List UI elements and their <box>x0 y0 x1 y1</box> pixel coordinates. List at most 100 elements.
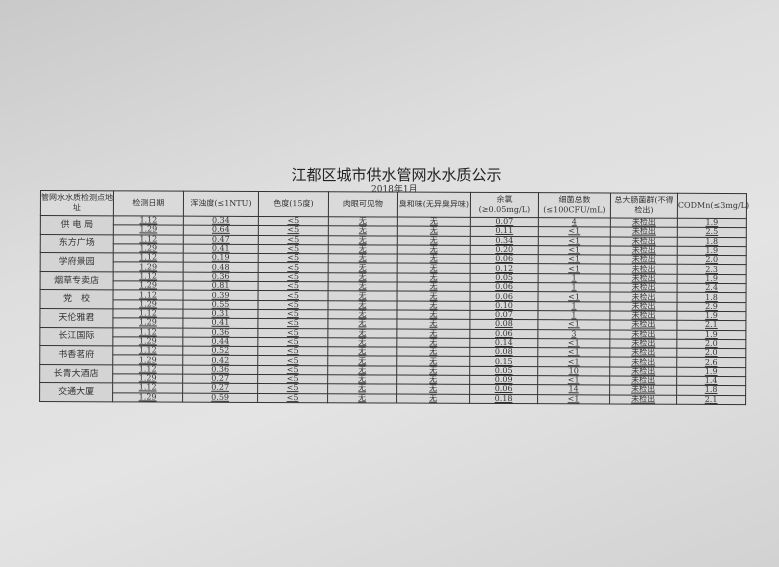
cell-codmn: 2.1 <box>676 395 746 405</box>
cell-visible-matter: 无 <box>328 254 398 264</box>
site-name: 东方广场 <box>40 234 114 254</box>
site-name: 书香茗府 <box>39 345 113 365</box>
cell-visible-matter: 无 <box>328 291 398 301</box>
cell-date: 1.29 <box>112 355 183 365</box>
cell-odor: 无 <box>396 356 470 367</box>
cell-turbidity: 0.64 <box>183 225 259 236</box>
cell-chlorine: 0.06 <box>470 292 539 302</box>
cell-odor: 无 <box>396 384 470 395</box>
cell-codmn: 2.4 <box>677 283 747 293</box>
cell-chlorine: 0.06 <box>470 282 539 293</box>
cell-odor: 无 <box>397 254 471 264</box>
cell-turbidity: 0.42 <box>182 355 258 366</box>
cell-chlorine: 0.11 <box>470 226 539 237</box>
header-odor: 臭和味(无异臭异味) <box>397 192 471 218</box>
cell-coliform: 未检出 <box>610 283 678 293</box>
cell-coliform: 未检出 <box>610 227 678 237</box>
site-name: 天伦雅君 <box>39 308 113 328</box>
cell-bacteria: 14 <box>537 385 610 395</box>
cell-codmn: 2.6 <box>676 357 746 368</box>
site-name: 长青大酒店 <box>39 364 113 384</box>
cell-codmn: 2.0 <box>677 255 747 266</box>
header-bacteria: 细菌总数(≤100CFU/mL) <box>538 192 611 218</box>
cell-color: <5 <box>258 253 329 264</box>
cell-date: 1.29 <box>113 262 184 272</box>
cell-coliform: 未检出 <box>610 264 678 275</box>
cell-visible-matter: 无 <box>327 384 397 394</box>
header-visible-matter: 肉眼可见物 <box>328 191 398 218</box>
header-chlorine: 余氯(≥0.05mg/L) <box>470 192 539 218</box>
cell-codmn: 1.8 <box>676 385 746 396</box>
cell-visible-matter: 无 <box>328 226 398 236</box>
cell-visible-matter: 无 <box>328 263 398 273</box>
cell-turbidity: 0.39 <box>183 290 259 301</box>
cell-visible-matter: 无 <box>327 393 397 403</box>
header-coliform: 总大肠菌群(不得检出) <box>610 192 678 219</box>
cell-chlorine: 0.15 <box>469 357 538 367</box>
cell-coliform: 未检出 <box>609 320 677 330</box>
site-name: 党 校 <box>39 289 114 309</box>
cell-turbidity: 0.59 <box>182 393 258 403</box>
document-title: 江都区城市供水管网水水质公示 <box>291 166 502 184</box>
header-codmn: CODMn(≤3mg/L) <box>677 193 749 219</box>
cell-codmn: 2.5 <box>677 227 747 238</box>
cell-turbidity: 0.27 <box>182 383 258 394</box>
cell-odor: 无 <box>397 263 471 274</box>
cell-odor: 无 <box>396 319 470 329</box>
site-name: 长江国际 <box>39 327 113 346</box>
cell-date: 1.29 <box>112 392 183 403</box>
cell-date: 1.12 <box>113 290 184 300</box>
cell-visible-matter: 无 <box>327 347 397 357</box>
cell-bacteria: 1 <box>538 283 611 293</box>
cell-bacteria: <1 <box>537 357 610 367</box>
cell-color: <5 <box>258 281 329 292</box>
cell-odor: 无 <box>397 282 471 292</box>
cell-color: <5 <box>258 226 329 236</box>
cell-codmn: 2.3 <box>677 265 747 275</box>
cell-date: 1.29 <box>112 318 183 328</box>
cell-chlorine: 0.18 <box>469 394 538 404</box>
cell-visible-matter: 无 <box>327 319 397 329</box>
cell-color: <5 <box>257 356 328 366</box>
cell-odor: 无 <box>396 347 470 357</box>
cell-turbidity: 0.48 <box>183 262 259 273</box>
cell-turbidity: 0.81 <box>183 281 259 291</box>
cell-coliform: 未检出 <box>609 385 677 395</box>
cell-bacteria: <1 <box>537 348 610 358</box>
cell-coliform: 未检出 <box>609 357 677 368</box>
cell-color: <5 <box>257 346 328 357</box>
cell-visible-matter: 无 <box>328 282 398 292</box>
cell-odor: 无 <box>397 291 471 302</box>
cell-chlorine: 0.06 <box>469 384 538 395</box>
header-site: 管网水水质检测点地址 <box>40 190 114 216</box>
cell-coliform: 未检出 <box>610 292 678 302</box>
document-subtitle: 2018年1月 <box>371 185 418 195</box>
cell-color: <5 <box>257 393 328 403</box>
water-quality-table: 管网水水质检测点地址 检测日期 浑浊度(≤1NTU) 色度(15度) 肉眼可见物 臭和味(… <box>39 190 749 405</box>
cell-coliform: 未检出 <box>610 255 678 265</box>
cell-bacteria: <1 <box>538 255 611 265</box>
cell-codmn: 2.1 <box>676 320 746 331</box>
header-date: 检测日期 <box>113 190 184 217</box>
site-name: 烟草专卖店 <box>40 271 114 291</box>
cell-odor: 无 <box>397 226 471 236</box>
cell-turbidity: 0.52 <box>182 346 258 356</box>
cell-coliform: 未检出 <box>609 348 677 358</box>
cell-date: 1.12 <box>113 253 184 263</box>
cell-bacteria: <1 <box>537 320 610 330</box>
cell-chlorine: 0.06 <box>470 254 539 265</box>
cell-chlorine: 0.08 <box>469 347 538 358</box>
cell-chlorine: 0.08 <box>469 319 538 330</box>
cell-bacteria: <1 <box>538 292 611 302</box>
cell-codmn: 2.0 <box>676 348 746 359</box>
site-name: 供 电 局 <box>40 215 114 235</box>
cell-color: <5 <box>258 291 329 301</box>
cell-date: 1.12 <box>112 346 183 356</box>
cell-color: <5 <box>258 263 329 273</box>
cell-date: 1.29 <box>113 281 184 291</box>
cell-bacteria: <1 <box>537 394 610 404</box>
site-name: 学府景园 <box>40 252 114 272</box>
cell-codmn: 1.8 <box>677 292 747 303</box>
cell-chlorine: 0.12 <box>470 264 539 274</box>
cell-visible-matter: 无 <box>327 356 397 366</box>
